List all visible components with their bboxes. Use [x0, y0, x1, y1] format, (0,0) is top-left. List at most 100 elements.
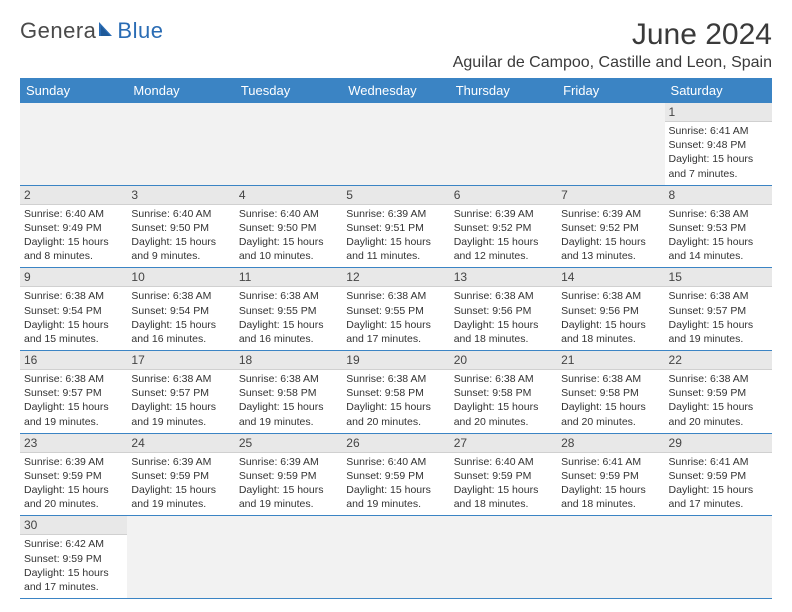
day-number: 14 [557, 268, 664, 287]
calendar-cell: 13Sunrise: 6:38 AMSunset: 9:56 PMDayligh… [450, 268, 557, 351]
day-body: Sunrise: 6:38 AMSunset: 9:53 PMDaylight:… [665, 205, 772, 268]
sunrise-text: Sunrise: 6:40 AM [131, 207, 230, 221]
sunrise-text: Sunrise: 6:38 AM [131, 372, 230, 386]
calendar-cell [342, 103, 449, 185]
day-number: 3 [127, 186, 234, 205]
daylight-text: Daylight: 15 hours and 13 minutes. [561, 235, 660, 263]
daylight-text: Daylight: 15 hours and 19 minutes. [24, 400, 123, 428]
day-number: 6 [450, 186, 557, 205]
day-body: Sunrise: 6:38 AMSunset: 9:58 PMDaylight:… [557, 370, 664, 433]
day-body: Sunrise: 6:39 AMSunset: 9:59 PMDaylight:… [235, 453, 342, 516]
day-body: Sunrise: 6:40 AMSunset: 9:59 PMDaylight:… [342, 453, 449, 516]
day-number: 20 [450, 351, 557, 370]
day-body: Sunrise: 6:41 AMSunset: 9:48 PMDaylight:… [665, 122, 772, 185]
sunrise-text: Sunrise: 6:39 AM [239, 455, 338, 469]
day-body: Sunrise: 6:38 AMSunset: 9:54 PMDaylight:… [20, 287, 127, 350]
day-body: Sunrise: 6:38 AMSunset: 9:56 PMDaylight:… [450, 287, 557, 350]
day-number: 15 [665, 268, 772, 287]
daylight-text: Daylight: 15 hours and 20 minutes. [24, 483, 123, 511]
day-number: 28 [557, 434, 664, 453]
day-number: 19 [342, 351, 449, 370]
calendar-cell [235, 516, 342, 599]
day-number: 9 [20, 268, 127, 287]
calendar-cell: 15Sunrise: 6:38 AMSunset: 9:57 PMDayligh… [665, 268, 772, 351]
daylight-text: Daylight: 15 hours and 11 minutes. [346, 235, 445, 263]
sunset-text: Sunset: 9:58 PM [346, 386, 445, 400]
daylight-text: Daylight: 15 hours and 19 minutes. [239, 400, 338, 428]
sunset-text: Sunset: 9:59 PM [346, 469, 445, 483]
daylight-text: Daylight: 15 hours and 20 minutes. [561, 400, 660, 428]
daylight-text: Daylight: 15 hours and 7 minutes. [669, 152, 768, 180]
day-number: 4 [235, 186, 342, 205]
calendar-cell [20, 103, 127, 185]
day-body: Sunrise: 6:38 AMSunset: 9:55 PMDaylight:… [235, 287, 342, 350]
sunset-text: Sunset: 9:54 PM [131, 304, 230, 318]
day-number: 30 [20, 516, 127, 535]
sunrise-text: Sunrise: 6:38 AM [239, 372, 338, 386]
calendar-cell: 14Sunrise: 6:38 AMSunset: 9:56 PMDayligh… [557, 268, 664, 351]
sunrise-text: Sunrise: 6:40 AM [454, 455, 553, 469]
day-number: 23 [20, 434, 127, 453]
day-body: Sunrise: 6:38 AMSunset: 9:57 PMDaylight:… [665, 287, 772, 350]
calendar-cell: 28Sunrise: 6:41 AMSunset: 9:59 PMDayligh… [557, 433, 664, 516]
daylight-text: Daylight: 15 hours and 19 minutes. [669, 318, 768, 346]
sunrise-text: Sunrise: 6:38 AM [561, 289, 660, 303]
day-number: 1 [665, 103, 772, 122]
day-number: 7 [557, 186, 664, 205]
daylight-text: Daylight: 15 hours and 16 minutes. [239, 318, 338, 346]
day-number: 24 [127, 434, 234, 453]
calendar-cell: 22Sunrise: 6:38 AMSunset: 9:59 PMDayligh… [665, 351, 772, 434]
calendar-row: 23Sunrise: 6:39 AMSunset: 9:59 PMDayligh… [20, 433, 772, 516]
daylight-text: Daylight: 15 hours and 15 minutes. [24, 318, 123, 346]
day-body: Sunrise: 6:38 AMSunset: 9:55 PMDaylight:… [342, 287, 449, 350]
calendar-cell: 17Sunrise: 6:38 AMSunset: 9:57 PMDayligh… [127, 351, 234, 434]
calendar-cell: 24Sunrise: 6:39 AMSunset: 9:59 PMDayligh… [127, 433, 234, 516]
calendar-cell: 3Sunrise: 6:40 AMSunset: 9:50 PMDaylight… [127, 185, 234, 268]
daylight-text: Daylight: 15 hours and 14 minutes. [669, 235, 768, 263]
sunrise-text: Sunrise: 6:38 AM [346, 289, 445, 303]
sunrise-text: Sunrise: 6:38 AM [131, 289, 230, 303]
day-number: 22 [665, 351, 772, 370]
sunset-text: Sunset: 9:59 PM [669, 469, 768, 483]
sunrise-text: Sunrise: 6:38 AM [454, 289, 553, 303]
calendar-row: 1Sunrise: 6:41 AMSunset: 9:48 PMDaylight… [20, 103, 772, 185]
sunrise-text: Sunrise: 6:40 AM [24, 207, 123, 221]
weekday-header: Wednesday [342, 78, 449, 103]
sunrise-text: Sunrise: 6:41 AM [669, 124, 768, 138]
sunset-text: Sunset: 9:54 PM [24, 304, 123, 318]
sunset-text: Sunset: 9:59 PM [131, 469, 230, 483]
daylight-text: Daylight: 15 hours and 8 minutes. [24, 235, 123, 263]
day-body: Sunrise: 6:38 AMSunset: 9:58 PMDaylight:… [450, 370, 557, 433]
daylight-text: Daylight: 15 hours and 17 minutes. [669, 483, 768, 511]
day-number: 29 [665, 434, 772, 453]
sunset-text: Sunset: 9:50 PM [131, 221, 230, 235]
calendar-cell: 7Sunrise: 6:39 AMSunset: 9:52 PMDaylight… [557, 185, 664, 268]
calendar-cell: 2Sunrise: 6:40 AMSunset: 9:49 PMDaylight… [20, 185, 127, 268]
day-number: 2 [20, 186, 127, 205]
day-body: Sunrise: 6:39 AMSunset: 9:59 PMDaylight:… [20, 453, 127, 516]
day-body: Sunrise: 6:40 AMSunset: 9:49 PMDaylight:… [20, 205, 127, 268]
logo-text-blue: Blue [117, 18, 163, 44]
sunset-text: Sunset: 9:57 PM [24, 386, 123, 400]
daylight-text: Daylight: 15 hours and 17 minutes. [24, 566, 123, 594]
daylight-text: Daylight: 15 hours and 20 minutes. [669, 400, 768, 428]
daylight-text: Daylight: 15 hours and 20 minutes. [454, 400, 553, 428]
sunset-text: Sunset: 9:59 PM [24, 469, 123, 483]
sunrise-text: Sunrise: 6:39 AM [454, 207, 553, 221]
daylight-text: Daylight: 15 hours and 19 minutes. [131, 400, 230, 428]
day-number: 21 [557, 351, 664, 370]
sunset-text: Sunset: 9:57 PM [669, 304, 768, 318]
daylight-text: Daylight: 15 hours and 20 minutes. [346, 400, 445, 428]
calendar-cell: 27Sunrise: 6:40 AMSunset: 9:59 PMDayligh… [450, 433, 557, 516]
daylight-text: Daylight: 15 hours and 18 minutes. [454, 483, 553, 511]
calendar-cell: 4Sunrise: 6:40 AMSunset: 9:50 PMDaylight… [235, 185, 342, 268]
sunrise-text: Sunrise: 6:40 AM [239, 207, 338, 221]
calendar-cell [127, 516, 234, 599]
day-body: Sunrise: 6:38 AMSunset: 9:58 PMDaylight:… [235, 370, 342, 433]
calendar-cell: 20Sunrise: 6:38 AMSunset: 9:58 PMDayligh… [450, 351, 557, 434]
calendar-cell [665, 516, 772, 599]
sunrise-text: Sunrise: 6:39 AM [561, 207, 660, 221]
sunset-text: Sunset: 9:59 PM [239, 469, 338, 483]
logo-sail-icon [98, 18, 116, 44]
calendar-cell: 10Sunrise: 6:38 AMSunset: 9:54 PMDayligh… [127, 268, 234, 351]
